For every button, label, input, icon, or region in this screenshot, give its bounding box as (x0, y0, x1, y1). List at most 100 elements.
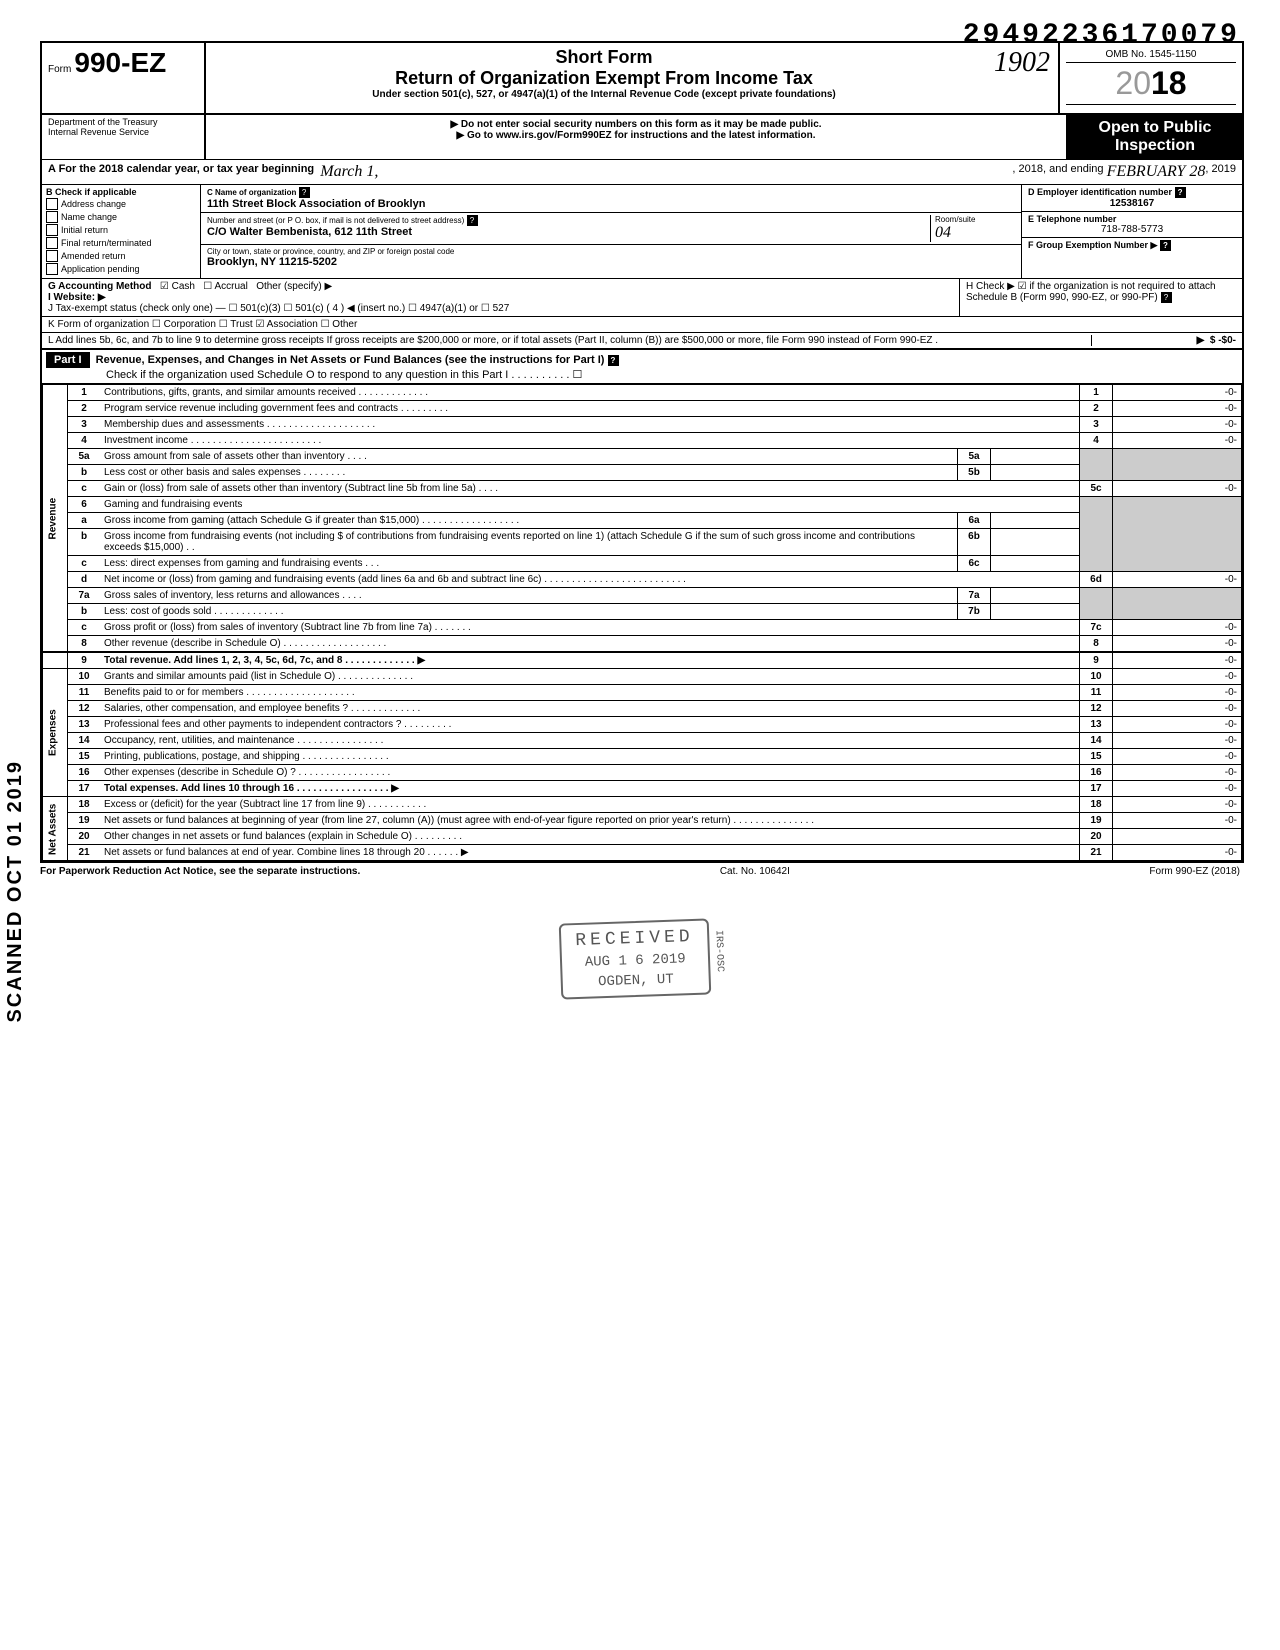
line-11-num: 11 (68, 685, 101, 701)
org-info-right: D Employer identification number ? 12538… (1022, 185, 1242, 278)
line-item-table: Revenue 1 Contributions, gifts, grants, … (42, 384, 1242, 861)
line-i: I Website: ▶ (48, 292, 953, 303)
line-21-desc: Net assets or fund balances at end of ye… (100, 845, 1080, 861)
cb-final-return[interactable]: Final return/terminated (46, 237, 196, 249)
table-row: 8 Other revenue (describe in Schedule O)… (43, 636, 1242, 653)
line-7c-rnum: 7c (1080, 620, 1113, 636)
g-other[interactable]: Other (specify) ▶ (256, 281, 332, 292)
line-19-num: 19 (68, 813, 101, 829)
table-row: Net Assets 18Excess or (deficit) for the… (43, 797, 1242, 813)
table-row: 7a Gross sales of inventory, less return… (43, 588, 1242, 604)
line-7a-num: 7a (68, 588, 101, 604)
line-6c-sub: 6c (958, 556, 991, 572)
line-1-rnum: 1 (1080, 385, 1113, 401)
cb-app-pending[interactable]: Application pending (46, 263, 196, 275)
line-1-num: 1 (68, 385, 101, 401)
cb-amended[interactable]: Amended return (46, 250, 196, 262)
table-row: b Less cost or other basis and sales exp… (43, 465, 1242, 481)
help-icon[interactable]: ? (608, 355, 619, 366)
l-amount: -$0- (1218, 335, 1236, 346)
line-g: G Accounting Method ☑ Cash ☐ Accrual Oth… (48, 281, 953, 292)
cb-name-change[interactable]: Name change (46, 211, 196, 223)
line-5c-desc: Gain or (loss) from sale of assets other… (100, 481, 1080, 497)
line-19-rnum: 19 (1080, 813, 1113, 829)
line-a-mid: , 2018, and ending (1012, 163, 1103, 181)
note-ssn: ▶ Do not enter social security numbers o… (210, 119, 1062, 130)
line-9-num: 9 (68, 652, 101, 669)
line-j: J Tax-exempt status (check only one) — ☐… (48, 303, 953, 314)
line-7c-desc: Gross profit or (loss) from sales of inv… (100, 620, 1080, 636)
e-label: E Telephone number (1028, 214, 1236, 224)
shaded-cell (1080, 449, 1113, 481)
table-row: 3 Membership dues and assessments . . . … (43, 417, 1242, 433)
lines-g-h: G Accounting Method ☑ Cash ☐ Accrual Oth… (42, 279, 1242, 317)
line-21-rnum: 21 (1080, 845, 1113, 861)
line-a-begin-hand: March 1, (320, 163, 378, 181)
line-5b-num: b (68, 465, 101, 481)
help-icon[interactable]: ? (1175, 187, 1186, 198)
line-1-desc: Contributions, gifts, grants, and simila… (100, 385, 1080, 401)
line-2-rnum: 2 (1080, 401, 1113, 417)
help-icon[interactable]: ? (467, 215, 478, 226)
line-7c-num: c (68, 620, 101, 636)
line-12-rnum: 12 (1080, 701, 1113, 717)
stamp-side: IRS-OSC (712, 930, 724, 972)
group-exemption-cell: F Group Exemption Number ▶ ? (1022, 238, 1242, 253)
line-6-num: 6 (68, 497, 101, 513)
help-icon[interactable]: ? (1161, 292, 1172, 303)
line-13-amt: -0- (1113, 717, 1242, 733)
line-20-amt (1113, 829, 1242, 845)
received-stamp: RECEIVED AUG 1 6 2019 OGDEN, UT IRS-OSC (559, 918, 712, 999)
table-row: 14Occupancy, rent, utilities, and mainte… (43, 733, 1242, 749)
line-12-num: 12 (68, 701, 101, 717)
line-10-rnum: 10 (1080, 669, 1113, 685)
help-icon[interactable]: ? (1160, 240, 1171, 251)
scanned-side-label: SCANNED OCT 01 2019 (4, 760, 27, 1023)
line-12-amt: -0- (1113, 701, 1242, 717)
cb-address-change[interactable]: Address change (46, 198, 196, 210)
footer-left: For Paperwork Reduction Act Notice, see … (40, 866, 360, 877)
org-info-grid: B Check if applicable Address change Nam… (42, 185, 1242, 279)
line-20-num: 20 (68, 829, 101, 845)
help-icon[interactable]: ? (299, 187, 310, 198)
shaded-cell (1113, 497, 1242, 572)
table-row: c Gain or (loss) from sale of assets oth… (43, 481, 1242, 497)
cb-initial-return[interactable]: Initial return (46, 224, 196, 236)
table-row: 4 Investment income . . . . . . . . . . … (43, 433, 1242, 449)
street-label: Number and street (or P O. box, if mail … (207, 216, 464, 225)
cb-app-pending-label: Application pending (61, 264, 140, 274)
city-label: City or town, state or province, country… (207, 247, 1015, 256)
room-value: 04 (935, 224, 1015, 242)
table-row: a Gross income from gaming (attach Sched… (43, 513, 1242, 529)
shaded-cell (1080, 588, 1113, 620)
shaded-cell (1113, 588, 1242, 620)
line-7b-desc: Less: cost of goods sold . . . . . . . .… (100, 604, 958, 620)
line-14-amt: -0- (1113, 733, 1242, 749)
line-6c-desc: Less: direct expenses from gaming and fu… (100, 556, 958, 572)
g-accrual[interactable]: Accrual (214, 281, 247, 292)
line-5c-amt: -0- (1113, 481, 1242, 497)
footer: For Paperwork Reduction Act Notice, see … (40, 863, 1240, 880)
line-7b-subamt (991, 604, 1080, 620)
line-5a-subamt (991, 449, 1080, 465)
line-h: H Check ▶ ☑ if the organization is not r… (960, 279, 1242, 317)
line-6a-desc: Gross income from gaming (attach Schedul… (100, 513, 958, 529)
year-suffix: 18 (1151, 65, 1187, 101)
line-6b-sub: 6b (958, 529, 991, 556)
form-id-cell: Form 990-EZ (42, 43, 206, 113)
line-8-amt: -0- (1113, 636, 1242, 653)
line-16-desc: Other expenses (describe in Schedule O) … (100, 765, 1080, 781)
line-3-amt: -0- (1113, 417, 1242, 433)
table-row: 19Net assets or fund balances at beginni… (43, 813, 1242, 829)
part1-check-note: Check if the organization used Schedule … (46, 368, 1238, 381)
g-cash[interactable]: Cash (172, 281, 195, 292)
line-8-num: 8 (68, 636, 101, 653)
line-10-amt: -0- (1113, 669, 1242, 685)
table-row: 13Professional fees and other payments t… (43, 717, 1242, 733)
org-info-center: C Name of organization ? 11th Street Blo… (201, 185, 1022, 278)
line-a-end-hand: FEBRUARY 28 (1107, 163, 1206, 181)
line-11-amt: -0- (1113, 685, 1242, 701)
line-3-rnum: 3 (1080, 417, 1113, 433)
line-5c-num: c (68, 481, 101, 497)
ein-value: 12538167 (1028, 198, 1236, 209)
